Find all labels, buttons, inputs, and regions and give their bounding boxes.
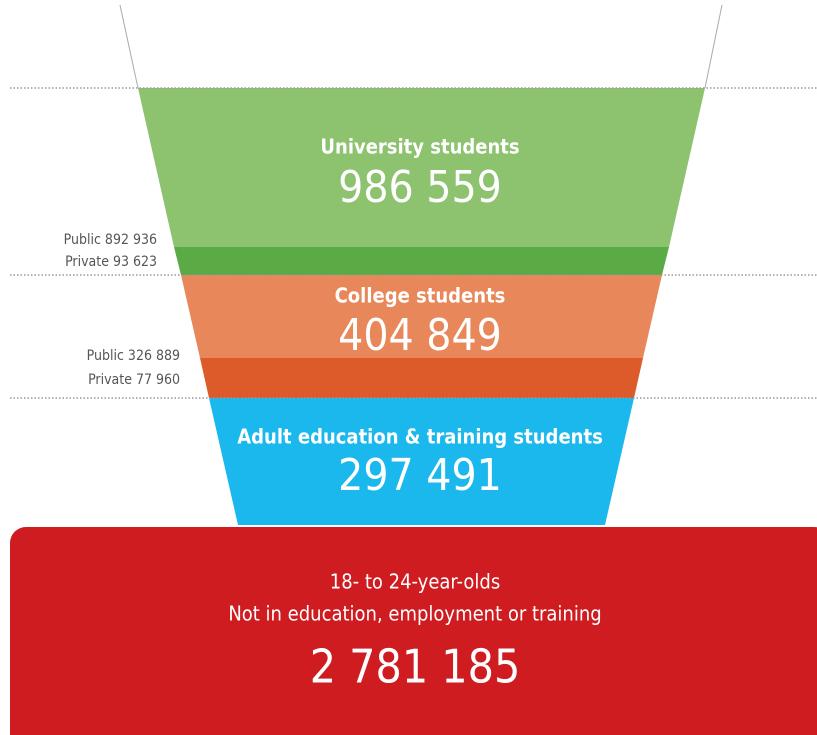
breakdown-label: Private 93 623	[65, 254, 157, 270]
section-total: 986 559	[338, 162, 502, 213]
section-total: 404 849	[338, 310, 502, 361]
section-title: University students	[320, 135, 519, 159]
breakdown-label: Public 326 889	[87, 348, 180, 364]
university-band	[138, 88, 705, 247]
breakdown-label: Private 77 960	[88, 372, 180, 388]
neet-line: Not in education, employment or training	[228, 602, 601, 626]
funnel-edge	[119, 4, 139, 89]
section-title: Adult education & training students	[237, 425, 603, 449]
adult-education-band	[209, 398, 634, 525]
university-private-band	[174, 247, 669, 275]
neet-box	[10, 527, 817, 735]
section-total: 297 491	[338, 450, 502, 501]
college-band	[181, 275, 662, 358]
section-title: College students	[335, 284, 506, 308]
neet-total: 2 781 185	[310, 640, 521, 694]
neet-line: 18- to 24-year-olds	[330, 570, 500, 594]
funnel-edge	[704, 4, 723, 89]
breakdown-label: Public 892 936	[64, 232, 157, 248]
college-private-band	[200, 358, 643, 398]
